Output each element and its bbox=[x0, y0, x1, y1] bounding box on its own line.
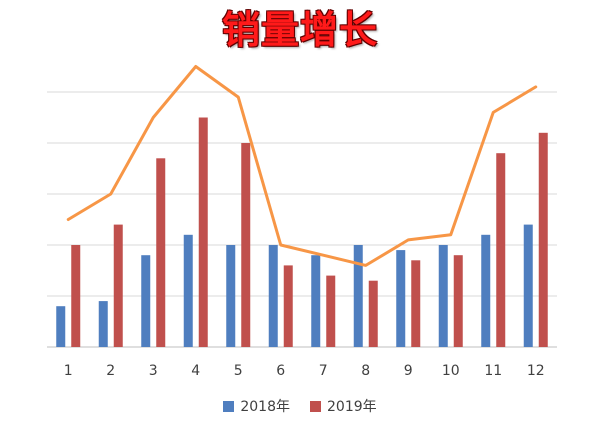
bar-2018年-3 bbox=[141, 255, 151, 347]
x-axis: 1 2 3 4 5 6 7 8 9 10 11 12 bbox=[64, 363, 545, 379]
x-tick-label: 2 bbox=[106, 363, 115, 379]
legend-item-2019: 2019年 bbox=[310, 396, 377, 416]
bar-2018年-11 bbox=[481, 234, 491, 347]
x-tick-label: 8 bbox=[361, 363, 370, 379]
x-tick-label: 3 bbox=[149, 363, 158, 379]
x-tick-label: 4 bbox=[191, 363, 200, 379]
bar-2019年-3 bbox=[156, 158, 166, 347]
bar-2018年-5 bbox=[226, 245, 236, 347]
bar-2018年-7 bbox=[311, 255, 321, 347]
x-tick-label: 7 bbox=[319, 363, 328, 379]
legend: 2018年 2019年 bbox=[0, 396, 600, 416]
bar-2018年-1 bbox=[56, 306, 66, 347]
gridlines bbox=[47, 91, 557, 348]
line-series-path bbox=[66, 65, 538, 267]
x-tick-label: 11 bbox=[484, 363, 502, 379]
bar-2018年-4 bbox=[183, 234, 193, 347]
bar-2019年-6 bbox=[283, 265, 293, 347]
bar-2018年-10 bbox=[438, 245, 448, 347]
x-tick-label: 1 bbox=[64, 363, 73, 379]
bar-2019年-4 bbox=[198, 117, 208, 347]
bar-2018年-12 bbox=[523, 224, 533, 347]
bar-2018年-8 bbox=[353, 245, 363, 347]
bar-2018年-9 bbox=[396, 250, 406, 347]
x-tick-label: 12 bbox=[527, 363, 545, 379]
bar-2019年-5 bbox=[241, 143, 251, 347]
bar-2019年-12 bbox=[538, 132, 548, 347]
x-tick-label: 5 bbox=[234, 363, 243, 379]
legend-label-2018: 2018年 bbox=[240, 399, 290, 415]
bar-2019年-9 bbox=[411, 260, 421, 347]
bar-2019年-7 bbox=[326, 275, 336, 347]
bar-2019年-10 bbox=[453, 255, 463, 347]
legend-item-2018: 2018年 bbox=[223, 396, 290, 416]
legend-swatch-2018 bbox=[223, 400, 235, 412]
bar-2019年-8 bbox=[368, 280, 378, 347]
x-tick-label: 9 bbox=[404, 363, 413, 379]
x-tick-label: 6 bbox=[276, 363, 285, 379]
bar-2018年-2 bbox=[98, 301, 108, 347]
line-series bbox=[66, 65, 538, 267]
bar-2019年-2 bbox=[113, 224, 123, 347]
chart-title: 销量增长 bbox=[221, 8, 378, 52]
legend-label-2019: 2019年 bbox=[327, 399, 377, 415]
bar-2019年-1 bbox=[71, 245, 81, 347]
bars bbox=[56, 117, 548, 347]
bar-2018年-6 bbox=[268, 245, 278, 347]
x-tick-label: 10 bbox=[442, 363, 460, 379]
legend-swatch-2019 bbox=[310, 400, 321, 412]
bar-2019年-11 bbox=[496, 153, 506, 347]
